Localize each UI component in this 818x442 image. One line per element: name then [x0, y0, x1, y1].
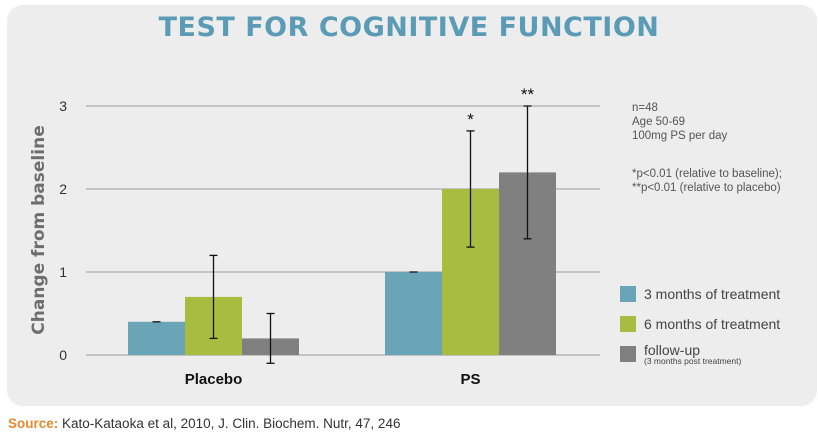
y-tick-label-2: 2	[59, 181, 67, 197]
y-tick-label-0: 0	[59, 347, 67, 363]
x-category-label-ps: PS	[460, 371, 480, 388]
legend-label-3-months: 3 months of treatment	[644, 286, 781, 302]
legend-label-follow-up: follow-up	[644, 342, 701, 358]
legend-swatch-3-months	[620, 286, 636, 302]
chart-title: TEST FOR COGNITIVE FUNCTION	[158, 12, 660, 43]
note-age: Age 50-69	[632, 116, 686, 128]
y-tick-label-1: 1	[59, 264, 67, 280]
legend-label-6-months: 6 months of treatment	[644, 316, 781, 332]
legend-sublabel-follow-up: (3 months post treatment)	[644, 356, 742, 366]
bar-placebo-1	[128, 321, 185, 355]
y-tick-label-3: 3	[59, 98, 67, 114]
note-n: n=48	[632, 102, 658, 114]
source-text: Kato-Kataoka et al, 2010, J. Clin. Bioch…	[58, 416, 401, 431]
significance-marker: *	[467, 110, 474, 129]
note-sig-placebo: **p<0.01 (relative to placebo)	[632, 182, 781, 194]
x-category-label-placebo: Placebo	[185, 371, 243, 388]
legend-swatch-6-months	[620, 316, 636, 332]
y-axis-label: Change from baseline	[29, 125, 49, 334]
significance-marker: **	[521, 85, 535, 104]
source-label: Source:	[8, 416, 59, 431]
note-sig-baseline: *p<0.01 (relative to baseline);	[632, 168, 782, 180]
note-dose: 100mg PS per day	[632, 130, 728, 142]
bar-ps-1	[385, 272, 442, 355]
source-citation: Source: Kato-Kataoka et al, 2010, J. Cli…	[8, 416, 400, 431]
legend-swatch-follow-up	[620, 346, 636, 362]
